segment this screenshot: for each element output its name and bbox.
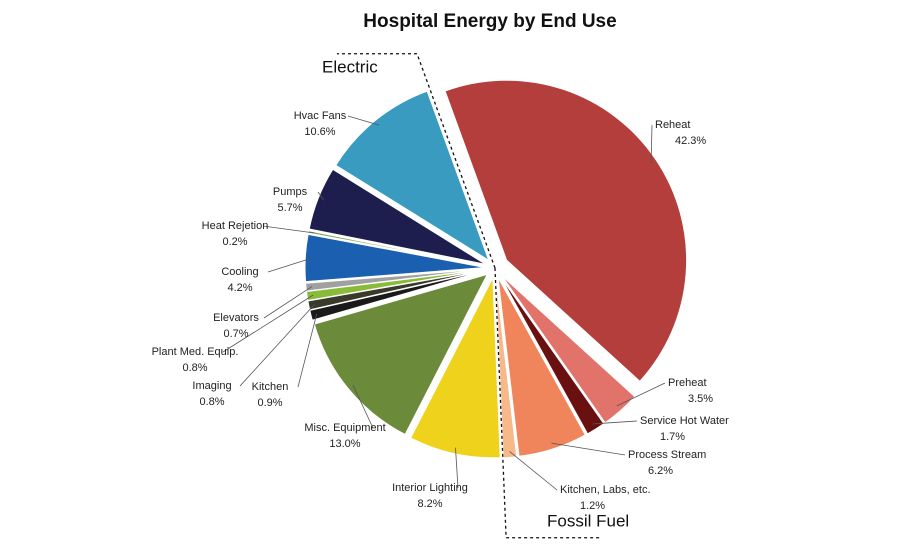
pie-slice bbox=[497, 277, 587, 457]
pie-slice bbox=[304, 233, 486, 283]
value-label: 4.2% bbox=[227, 282, 252, 294]
value-label: 42.3% bbox=[675, 135, 706, 147]
pie-slice bbox=[499, 276, 605, 435]
divider bbox=[337, 53, 496, 269]
leader-line bbox=[267, 257, 312, 273]
leader-line bbox=[262, 225, 315, 234]
value-label: 1.7% bbox=[660, 431, 685, 443]
leader-line bbox=[592, 420, 638, 425]
chart-title: Hospital Energy by End Use bbox=[363, 11, 616, 32]
value-label: 1.2% bbox=[580, 500, 605, 512]
value-label: 5.7% bbox=[277, 202, 302, 214]
slice-label: Reheat bbox=[655, 119, 690, 131]
value-label: 0.8% bbox=[199, 396, 224, 408]
value-label: 10.6% bbox=[304, 126, 335, 138]
slice-label: Pumps bbox=[273, 186, 308, 198]
value-label: 0.8% bbox=[182, 362, 207, 374]
leader-line bbox=[347, 115, 380, 126]
leader-line bbox=[455, 447, 459, 489]
leader-line bbox=[222, 294, 314, 353]
pie-slice bbox=[305, 268, 486, 292]
leader-line bbox=[263, 286, 313, 319]
leader-line bbox=[352, 384, 374, 429]
value-label: 3.5% bbox=[688, 393, 713, 405]
pie-slice bbox=[410, 275, 501, 459]
leader-line bbox=[551, 442, 626, 456]
leader-line bbox=[616, 382, 666, 407]
value-label: 6.2% bbox=[648, 465, 673, 477]
annotation: Fossil Fuel bbox=[547, 511, 629, 530]
slice-label: Hvac Fans bbox=[294, 110, 347, 122]
slice-label: Preheat bbox=[668, 377, 707, 389]
slice-label: Process Stream bbox=[628, 449, 706, 461]
slice-label: Interior Lighting bbox=[392, 482, 468, 494]
pie-slice bbox=[444, 79, 688, 383]
slice-label: Plant Med. Equip. bbox=[152, 346, 239, 358]
slice-label: Kitchen, Labs, etc. bbox=[560, 484, 651, 496]
leader-line bbox=[317, 191, 325, 201]
slice-label: Misc. Equipment bbox=[304, 422, 385, 434]
slice-label: Imaging bbox=[192, 380, 231, 392]
leader-line bbox=[650, 124, 653, 164]
pie-slice bbox=[309, 270, 486, 321]
pie-slice bbox=[308, 168, 486, 265]
divider bbox=[494, 267, 602, 539]
slice-label: Service Hot Water bbox=[640, 415, 729, 427]
value-label: 0.9% bbox=[257, 397, 282, 409]
leader-line bbox=[509, 451, 558, 491]
value-label: 8.2% bbox=[417, 498, 442, 510]
leader-line bbox=[297, 313, 318, 388]
slice-label: Heat Rejetion bbox=[202, 220, 269, 232]
leader-line bbox=[239, 303, 315, 387]
value-label: 0.2% bbox=[222, 236, 247, 248]
value-label: 13.0% bbox=[329, 438, 360, 450]
slice-label: Kitchen bbox=[252, 381, 289, 393]
slice-label: Cooling bbox=[221, 266, 258, 278]
slice-label: Elevators bbox=[213, 312, 259, 324]
pie-slice bbox=[335, 90, 490, 262]
value-label: 0.7% bbox=[223, 328, 248, 340]
annotation: Electric bbox=[322, 57, 378, 76]
pie-slice bbox=[495, 277, 518, 459]
